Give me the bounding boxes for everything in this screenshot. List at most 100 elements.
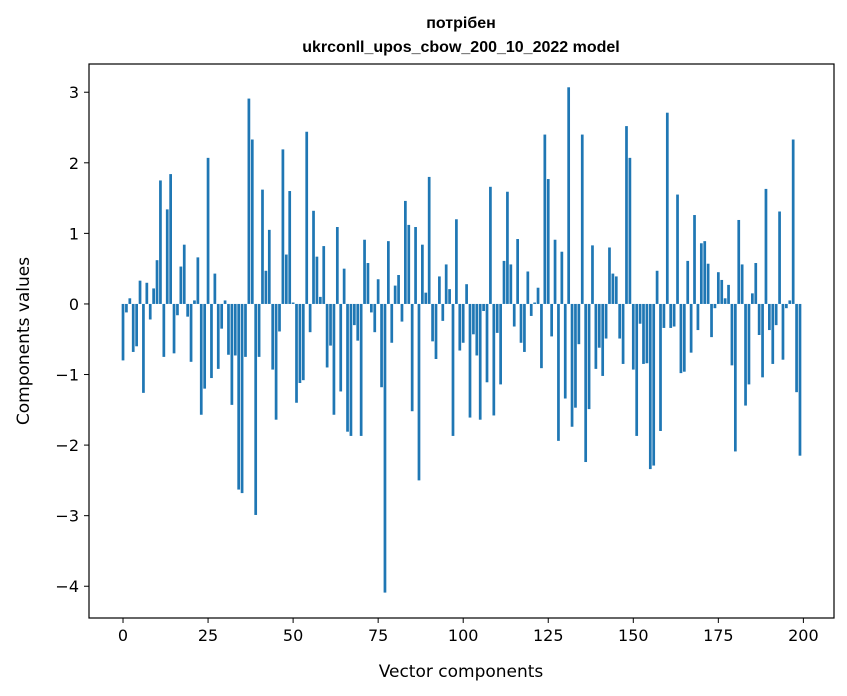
bars-group	[121, 87, 802, 593]
bar-component-81	[397, 275, 400, 304]
bar-component-41	[261, 189, 264, 304]
y-axis-label: Components values	[14, 257, 34, 425]
bar-component-123	[540, 303, 543, 369]
bar-component-26	[210, 303, 213, 379]
bar-component-170	[699, 243, 703, 304]
bar-component-10	[155, 260, 159, 304]
bar-component-93	[438, 276, 441, 304]
bar-component-19	[186, 303, 190, 317]
bar-component-106	[482, 303, 485, 312]
y-tick-label: −3	[55, 507, 79, 526]
bar-component-190	[768, 303, 771, 331]
bar-component-112	[502, 260, 506, 304]
bar-component-113	[506, 191, 509, 304]
bar-component-141	[601, 303, 605, 376]
bar-component-103	[472, 303, 475, 335]
bar-component-95	[444, 264, 448, 304]
bar-component-29	[220, 303, 224, 329]
bar-component-148	[625, 126, 628, 304]
bar-component-101	[465, 284, 468, 304]
bar-component-5	[138, 280, 142, 304]
bar-component-30	[223, 300, 227, 304]
bar-component-171	[703, 241, 707, 304]
chart-title-line-1: потрібен	[426, 15, 496, 32]
bar-component-39	[254, 303, 258, 515]
bar-component-27	[213, 273, 217, 304]
bar-component-33	[233, 303, 237, 356]
bar-component-86	[414, 227, 417, 304]
bar-component-169	[696, 303, 700, 331]
bar-component-70	[359, 303, 363, 436]
bar-component-88	[421, 244, 424, 304]
bar-component-13	[165, 209, 169, 304]
bar-component-68	[352, 303, 356, 326]
bar-component-72	[366, 263, 370, 304]
x-tick-label: 150	[618, 626, 649, 645]
bar-component-163	[676, 194, 679, 304]
bar-component-155	[648, 303, 652, 470]
bar-component-114	[509, 264, 513, 304]
x-tick-label: 25	[198, 626, 218, 645]
x-tick-label: 175	[703, 626, 734, 645]
bar-component-126	[550, 303, 554, 337]
bar-component-162	[672, 303, 676, 327]
bar-component-94	[441, 303, 445, 321]
bar-component-0	[121, 303, 125, 361]
bar-component-15	[172, 303, 176, 354]
bar-component-151	[635, 303, 639, 436]
bar-component-40	[257, 303, 261, 357]
bar-component-192	[774, 303, 778, 326]
bar-component-25	[206, 157, 210, 304]
bar-component-42	[264, 270, 268, 304]
bar-component-64	[339, 303, 343, 392]
bar-component-140	[597, 303, 601, 348]
bar-component-194	[781, 303, 785, 360]
bar-component-184	[747, 303, 751, 385]
bar-component-120	[529, 303, 533, 316]
bar-component-136	[584, 303, 588, 463]
bar-component-105	[478, 303, 482, 420]
bar-component-183	[744, 303, 747, 406]
bar-component-150	[631, 303, 635, 370]
bar-component-23	[199, 303, 203, 415]
bar-component-137	[587, 303, 591, 410]
bar-component-143	[608, 247, 611, 304]
bar-component-124	[543, 134, 547, 304]
x-axis-ticks: 0 25 50 75 100 125 150 175 200	[118, 618, 819, 645]
bar-component-174	[713, 303, 717, 309]
bar-component-51	[295, 303, 298, 403]
y-axis-ticks: −4 −3 −2 −1 0 1 2 3	[55, 83, 89, 596]
bar-component-156	[652, 303, 656, 466]
bar-component-36	[244, 303, 247, 357]
bar-component-160	[665, 112, 669, 304]
bar-component-99	[458, 303, 462, 351]
bar-component-168	[693, 215, 696, 304]
bar-component-20	[189, 303, 193, 362]
bar-component-181	[737, 219, 741, 304]
bar-component-198	[795, 303, 798, 393]
bar-component-193	[778, 211, 781, 304]
bar-component-153	[642, 303, 645, 364]
bar-component-100	[461, 303, 465, 343]
bar-component-185	[751, 293, 754, 304]
bar-component-197	[791, 139, 795, 304]
bar-component-165	[682, 303, 686, 372]
bar-component-131	[567, 87, 571, 304]
bar-component-59	[322, 246, 326, 304]
bar-component-130	[563, 303, 567, 399]
x-tick-label: 50	[283, 626, 303, 645]
bar-component-82	[400, 303, 404, 322]
bar-component-108	[489, 186, 492, 304]
bar-component-9	[152, 288, 155, 304]
bar-component-21	[193, 300, 196, 304]
y-tick-label: −1	[55, 366, 79, 385]
bar-component-128	[557, 303, 560, 441]
bar-component-159	[662, 303, 666, 328]
bar-component-152	[638, 303, 642, 324]
bar-component-63	[335, 227, 339, 304]
bar-component-89	[424, 292, 428, 304]
bar-component-34	[237, 303, 241, 490]
bar-component-80	[393, 285, 397, 304]
bar-component-173	[710, 303, 713, 338]
